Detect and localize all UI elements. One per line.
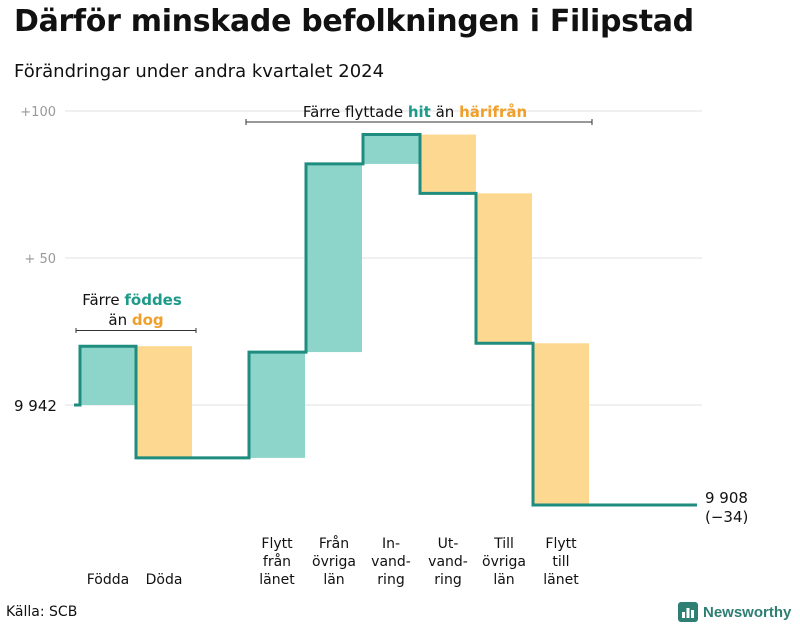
source-note: Källa: SCB	[6, 604, 78, 620]
step-line	[74, 133, 697, 507]
category-label: Till	[493, 536, 514, 552]
bar	[80, 346, 136, 405]
bar	[420, 134, 476, 194]
y-tick-label: + 50	[24, 252, 56, 267]
bar	[533, 343, 589, 505]
category-label: övriga	[312, 554, 356, 570]
end-change-label: (−34)	[705, 508, 748, 526]
bar	[249, 352, 305, 458]
annotation-text: än	[431, 103, 459, 121]
bar	[476, 193, 532, 344]
bar	[306, 163, 362, 353]
category-label: från	[263, 553, 291, 570]
category-label: Döda	[146, 572, 183, 588]
category-label: län	[323, 572, 344, 588]
category-label: län	[493, 572, 514, 588]
category-label: Flytt	[545, 536, 577, 552]
category-label: Födda	[87, 572, 129, 588]
migration-bracket	[245, 119, 593, 125]
chart-title: Därför minskade befolkningen i Filipstad	[14, 4, 694, 39]
category-label: Ut-	[438, 536, 459, 552]
category-label: länet	[259, 572, 295, 588]
start-value-label: 9 942	[14, 397, 57, 415]
chart-subtitle: Förändringar under andra kvartalet 2024	[14, 61, 385, 82]
category-label: Flytt	[261, 536, 293, 552]
category-label: övriga	[482, 554, 526, 570]
annotation-text: Färre	[82, 291, 124, 309]
category-label: vand-	[428, 554, 468, 570]
annotation-teal-word: föddes	[124, 291, 181, 309]
end-value-label: 9 908	[705, 489, 748, 507]
annotation-orange-word: dog	[132, 311, 164, 329]
brand-logo: Newsworthy	[678, 602, 791, 622]
category-label: Från	[319, 535, 349, 552]
annotation-teal-word: hit	[408, 103, 431, 121]
bar	[136, 346, 192, 458]
waterfall-step-line	[74, 133, 697, 507]
category-label: In-	[382, 536, 400, 552]
annotations: Färre föddes än dog Färre flyttade hit än …	[75, 103, 593, 333]
y-tick-label: +100	[20, 105, 56, 120]
annotation-text: än	[108, 311, 131, 329]
annotation-orange-word: härifrån	[459, 103, 527, 121]
births-annotation-line1: Färre föddes	[82, 291, 182, 309]
brand-name: Newsworthy	[703, 603, 792, 621]
births-annotation-line2: än dog	[108, 311, 163, 329]
category-label: länet	[543, 572, 579, 588]
category-label: till	[552, 554, 569, 570]
category-label: vand-	[371, 554, 411, 570]
bar	[363, 134, 419, 164]
migration-annotation: Färre flyttade hit än härifrån	[303, 103, 527, 121]
births-bracket	[75, 328, 197, 333]
annotation-text: Färre flyttade	[303, 103, 408, 121]
newsworthy-logo-icon	[678, 602, 698, 622]
category-label: ring	[377, 572, 404, 588]
category-label: ring	[434, 572, 461, 588]
bars	[80, 134, 589, 505]
